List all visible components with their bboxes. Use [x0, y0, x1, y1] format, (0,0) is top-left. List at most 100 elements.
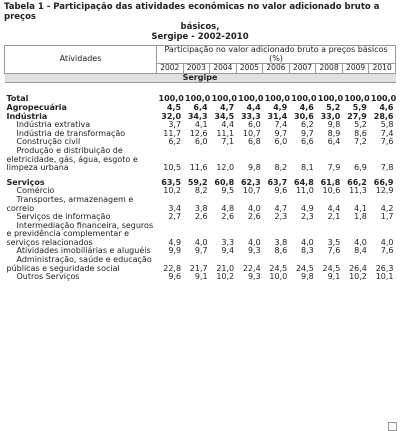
value-cell: 2,6: [221, 212, 235, 222]
value-cell: 6,6: [301, 137, 314, 147]
value-cell: 8,2: [194, 186, 208, 196]
value-cell: 34,5: [214, 111, 235, 121]
table-row: Serviços 63,5 59,2 60,8 62,3 63,7 64,8 61,8 66,2…: [5, 173, 396, 188]
activity-label: Agropecuária: [6, 102, 67, 112]
value-cell: 4,4: [327, 203, 341, 213]
activity-label: Indústria de transformação: [16, 128, 126, 138]
table-row: Administração, saúde e educação públicas…: [5, 255, 396, 273]
value-cell: 9,1: [327, 272, 341, 282]
region-row: Sergipe: [4, 73, 396, 84]
table-row: Outros Serviços 9,6 9,1 10,2 9,3 10,0 9,8 9,1 10…: [5, 273, 396, 282]
value-cell: 8,9: [327, 128, 341, 138]
value-cell: 3,7: [168, 120, 182, 130]
table-row: Indústria extrativa 3,7 4,1 4,4 6,0 7,4 6,2 9,8…: [5, 121, 396, 130]
value-cell: 100,0: [317, 94, 344, 104]
activity-label: Construção civil: [16, 137, 81, 147]
value-cell: 26,3: [375, 263, 394, 273]
table-title: Tabela 1 - Participação das atividades e…: [4, 2, 396, 42]
activity-label: Indústria: [6, 111, 48, 121]
value-cell: 9,3: [247, 246, 261, 256]
activity-label: Produção e distribuição de eletricidade,…: [6, 145, 138, 173]
value-cell: 10,2: [349, 272, 367, 282]
value-cell: 6,4: [327, 137, 341, 147]
value-cell: 11,3: [349, 186, 367, 196]
value-cell: 2,7: [168, 212, 182, 222]
value-cell: 5,2: [354, 120, 367, 130]
value-cell: 8,1: [301, 163, 314, 173]
value-cell: 12,6: [189, 128, 208, 138]
value-cell: 1,7: [380, 212, 394, 222]
activity-label: Transportes, armazenagem e correio: [6, 194, 134, 213]
value-cell: 10,5: [163, 163, 182, 173]
value-cell: 3,8: [194, 203, 208, 213]
value-cell: 66,2: [347, 177, 367, 187]
value-cell: 27,9: [347, 111, 367, 121]
value-cell: 26,4: [349, 263, 367, 273]
value-cell: 9,9: [168, 246, 182, 256]
value-cell: 100,0: [370, 94, 397, 104]
value-cell: 4,5: [166, 102, 182, 112]
value-cell: 33,3: [240, 111, 261, 121]
year-header: 2003: [182, 63, 211, 74]
table-row: Construção civil 6,2 6,0 7,1 6,8 6,0 6,6 6,4 7,2…: [5, 138, 396, 147]
activity-label: Serviços de informação: [16, 212, 111, 222]
table-row: Comércio 10,2 8,2 9,5 10,7 9,6 11,0 10,6 11,3 12,…: [5, 187, 396, 196]
value-cell: 11,0: [295, 186, 314, 196]
table-row: Indústria 32,0 34,3 34,5 33,3 31,4 30,6 33,0 27,…: [5, 111, 396, 122]
value-cell: 4,0: [247, 237, 261, 247]
value-cell: 3,8: [274, 237, 288, 247]
activity-label: Indústria extrativa: [16, 120, 91, 130]
value-cell: 4,8: [221, 203, 235, 213]
value-cell: 2,6: [247, 212, 261, 222]
value-cell: 9,1: [194, 272, 208, 282]
activity-label: Intermediação financeira, seguros e prev…: [6, 220, 154, 247]
value-cell: 22,8: [163, 263, 182, 273]
value-cell: 34,3: [187, 111, 208, 121]
value-cell: 8,6: [274, 246, 288, 256]
value-cell: 6,8: [247, 137, 261, 147]
value-cell: 10,2: [216, 272, 235, 282]
value-cell: 30,6: [294, 111, 314, 121]
value-cell: 9,6: [168, 272, 182, 282]
value-cell: 9,7: [301, 128, 314, 138]
value-cell: 9,7: [194, 246, 208, 256]
value-cell: 9,8: [327, 120, 341, 130]
value-cell: 5,9: [352, 102, 367, 112]
value-cell: 63,7: [267, 177, 288, 187]
value-cell: 4,9: [168, 237, 182, 247]
year-header: 2009: [341, 63, 370, 74]
year-header: 2006: [262, 63, 290, 74]
value-cell: 4,4: [246, 102, 261, 112]
value-cell: 61,8: [320, 177, 341, 187]
value-cell: 64,8: [294, 177, 314, 187]
value-cell: 7,8: [380, 163, 394, 173]
activity-label: Total: [6, 94, 29, 104]
year-header: 2004: [209, 63, 237, 74]
value-cell: 100,0: [291, 94, 317, 104]
value-cell: 10,7: [242, 186, 261, 196]
table-row: Atividades imobiliárias e aluguéis 9,9 9,7…: [5, 247, 396, 256]
value-cell: 9,5: [221, 186, 235, 196]
activity-label: Atividades imobiliárias e aluguéis: [16, 246, 151, 256]
value-cell: 2,3: [301, 212, 314, 222]
year-header: 2005: [235, 63, 264, 74]
value-cell: 21,7: [189, 263, 208, 273]
value-cell: 4,9: [273, 102, 288, 112]
value-cell: 24,5: [322, 263, 341, 273]
value-cell: 9,6: [274, 186, 288, 196]
value-cell: 3,4: [168, 203, 182, 213]
value-cell: 4,0: [301, 237, 314, 247]
value-cell: 32,0: [161, 111, 182, 121]
title-line: básicos,: [180, 22, 220, 32]
value-cell: 9,7: [274, 128, 288, 138]
value-cell: 6,0: [247, 120, 261, 130]
value-cell: 31,4: [267, 111, 288, 121]
value-cell: 6,9: [354, 163, 367, 173]
activity-label: Administração, saúde e educação públicas…: [6, 255, 152, 273]
value-cell: 12,9: [375, 186, 394, 196]
value-cell: 6,0: [274, 137, 288, 147]
value-cell: 4,1: [354, 203, 367, 213]
value-cell: 7,6: [327, 246, 341, 256]
value-cell: 7,2: [354, 137, 367, 147]
